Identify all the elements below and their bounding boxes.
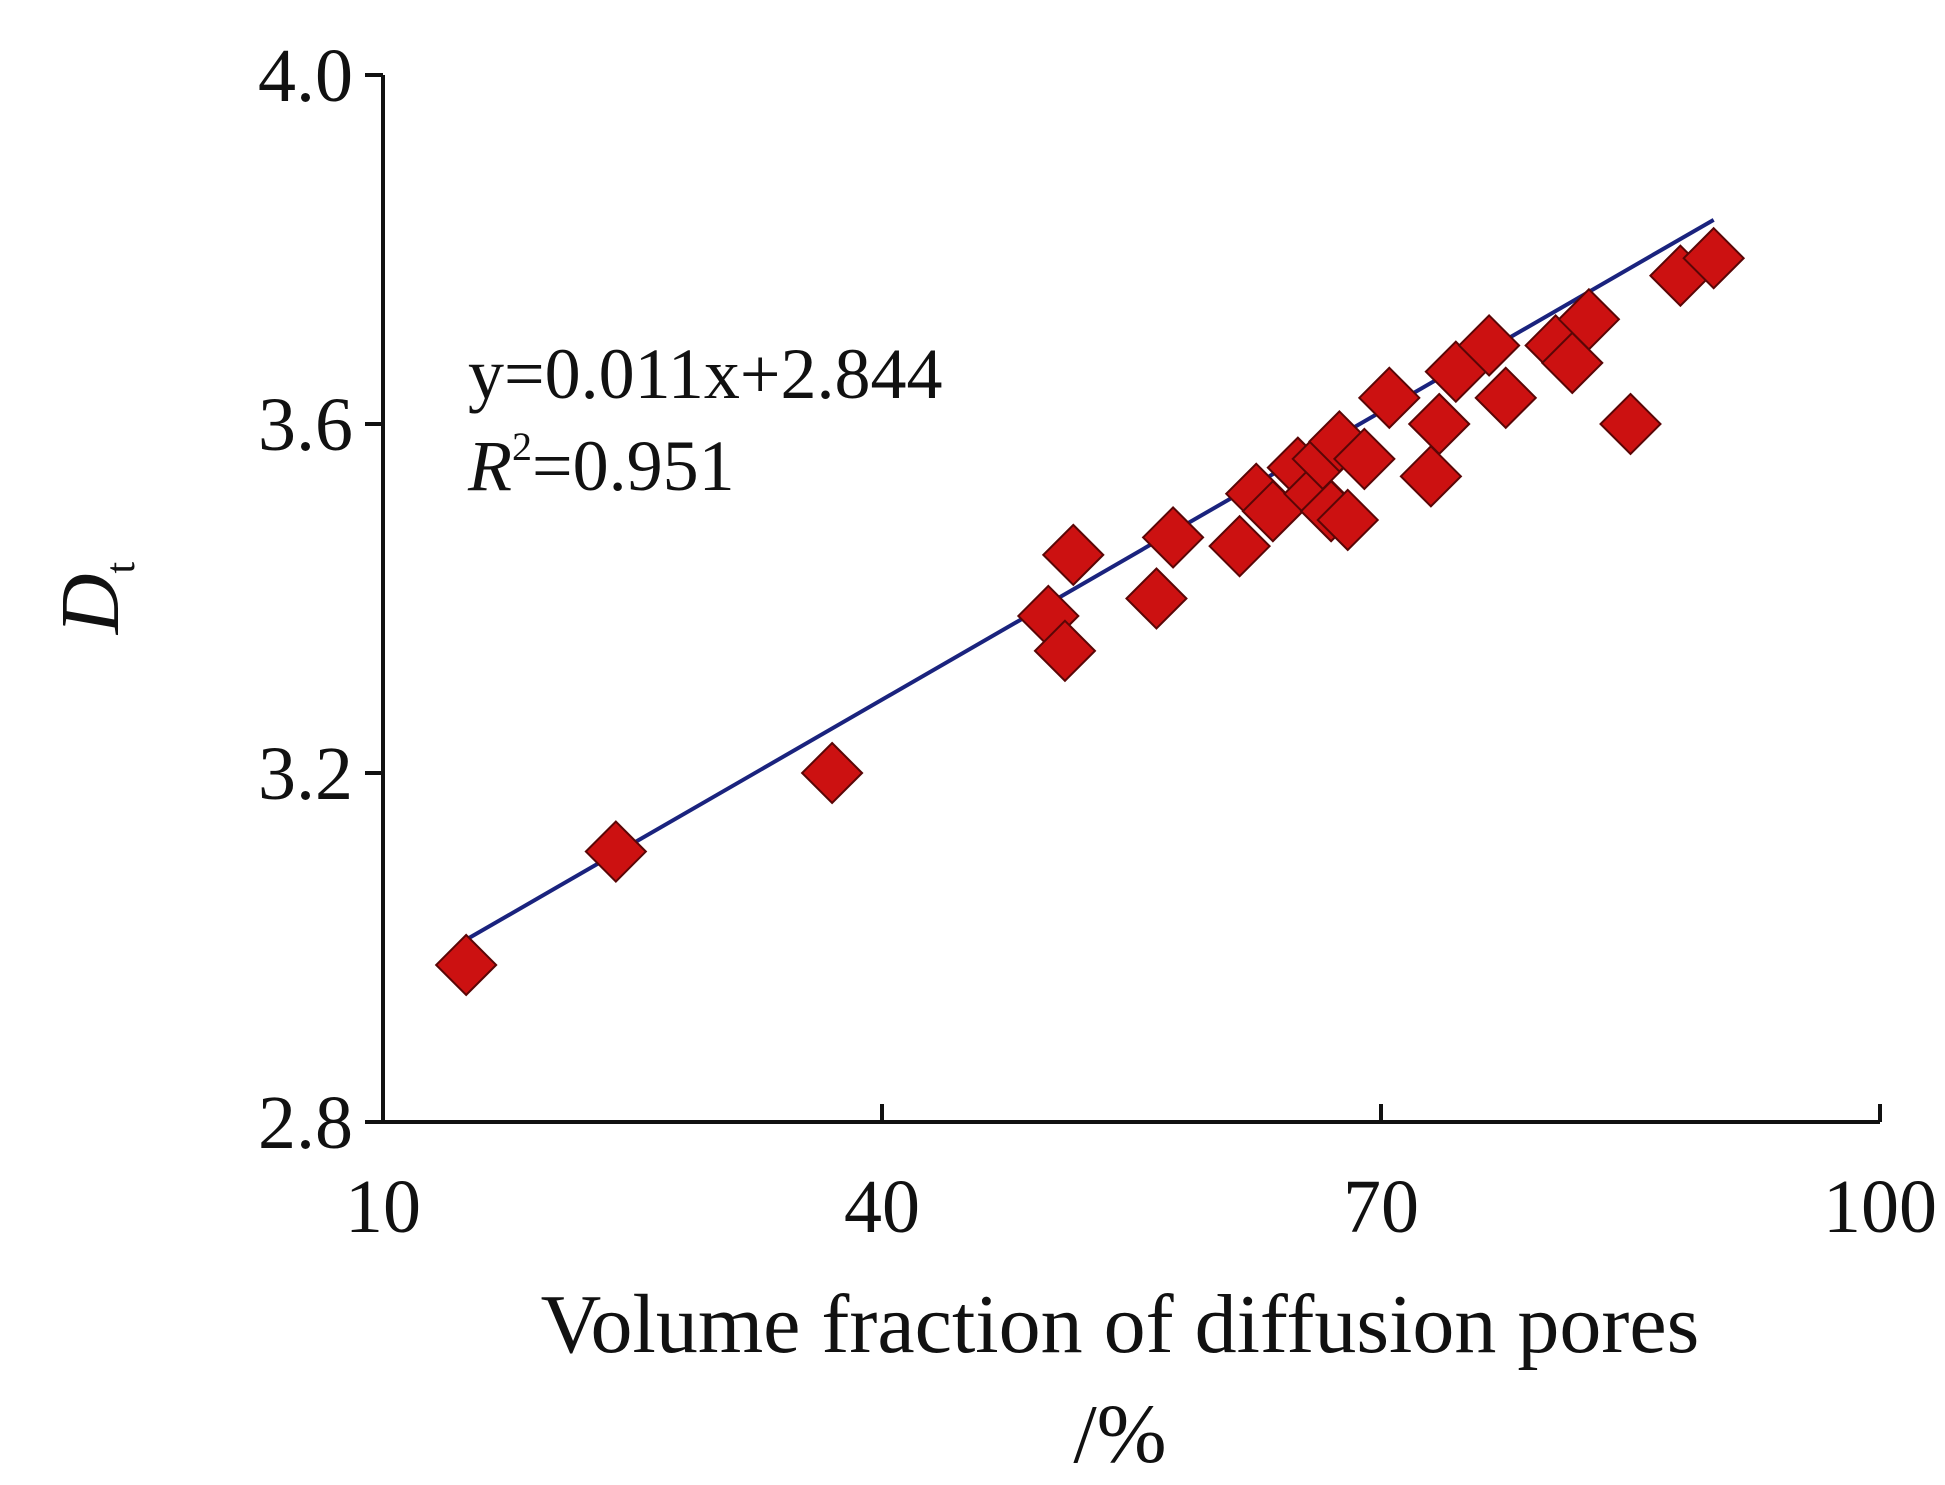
data-point	[1316, 488, 1380, 552]
data-point	[1457, 314, 1521, 377]
data-point	[1357, 366, 1421, 430]
points-layer	[434, 226, 1746, 997]
data-point	[1557, 287, 1621, 351]
data-point	[1208, 514, 1272, 578]
regression-line	[465, 218, 1715, 942]
data-point	[1599, 392, 1662, 456]
equation-label: y=0.011x+2.844	[468, 334, 943, 414]
data-point	[1399, 444, 1463, 508]
r-squared-value: =0.951	[532, 426, 735, 506]
data-point	[1474, 366, 1538, 430]
data-point	[1407, 392, 1471, 456]
y-tick-label: 3.6	[258, 383, 353, 467]
fit-line-layer	[465, 218, 1715, 942]
data-point	[434, 933, 498, 997]
data-point	[1033, 619, 1097, 683]
data-point	[1332, 427, 1396, 491]
r-squared-sup: 2	[512, 424, 532, 469]
data-point	[1125, 567, 1188, 630]
x-tick-label: 40	[844, 1165, 920, 1249]
y-axis-title: Dt	[44, 562, 144, 636]
data-point	[584, 820, 648, 883]
y-axis-title-sub: t	[98, 562, 144, 574]
x-axis-title: Volume fraction of diffusion pores	[541, 1278, 1700, 1371]
r-squared-label: R2=0.951	[467, 424, 735, 506]
tick-labels: 2.8 3.2 3.6 4.0 10 40 70 100	[258, 34, 1937, 1249]
x-tick-label: 100	[1823, 1165, 1937, 1249]
data-point	[800, 741, 864, 805]
r-squared-var: R	[467, 426, 512, 506]
axes	[381, 75, 1880, 1124]
y-tick-label: 4.0	[258, 34, 353, 118]
data-point	[1041, 523, 1105, 587]
y-axis-title-main: D	[44, 574, 137, 636]
x-axis-unit: /%	[1073, 1388, 1166, 1481]
data-point	[1682, 226, 1746, 290]
x-tick-label: 10	[345, 1165, 421, 1249]
y-tick-label: 2.8	[258, 1081, 353, 1165]
svg-text:Dt: Dt	[44, 562, 144, 636]
regression-annotation: y=0.011x+2.844 R2=0.951	[467, 334, 943, 506]
data-point	[1141, 506, 1205, 569]
ticks	[365, 73, 1882, 1124]
y-tick-label: 3.2	[258, 732, 353, 816]
x-tick-label: 70	[1343, 1165, 1419, 1249]
